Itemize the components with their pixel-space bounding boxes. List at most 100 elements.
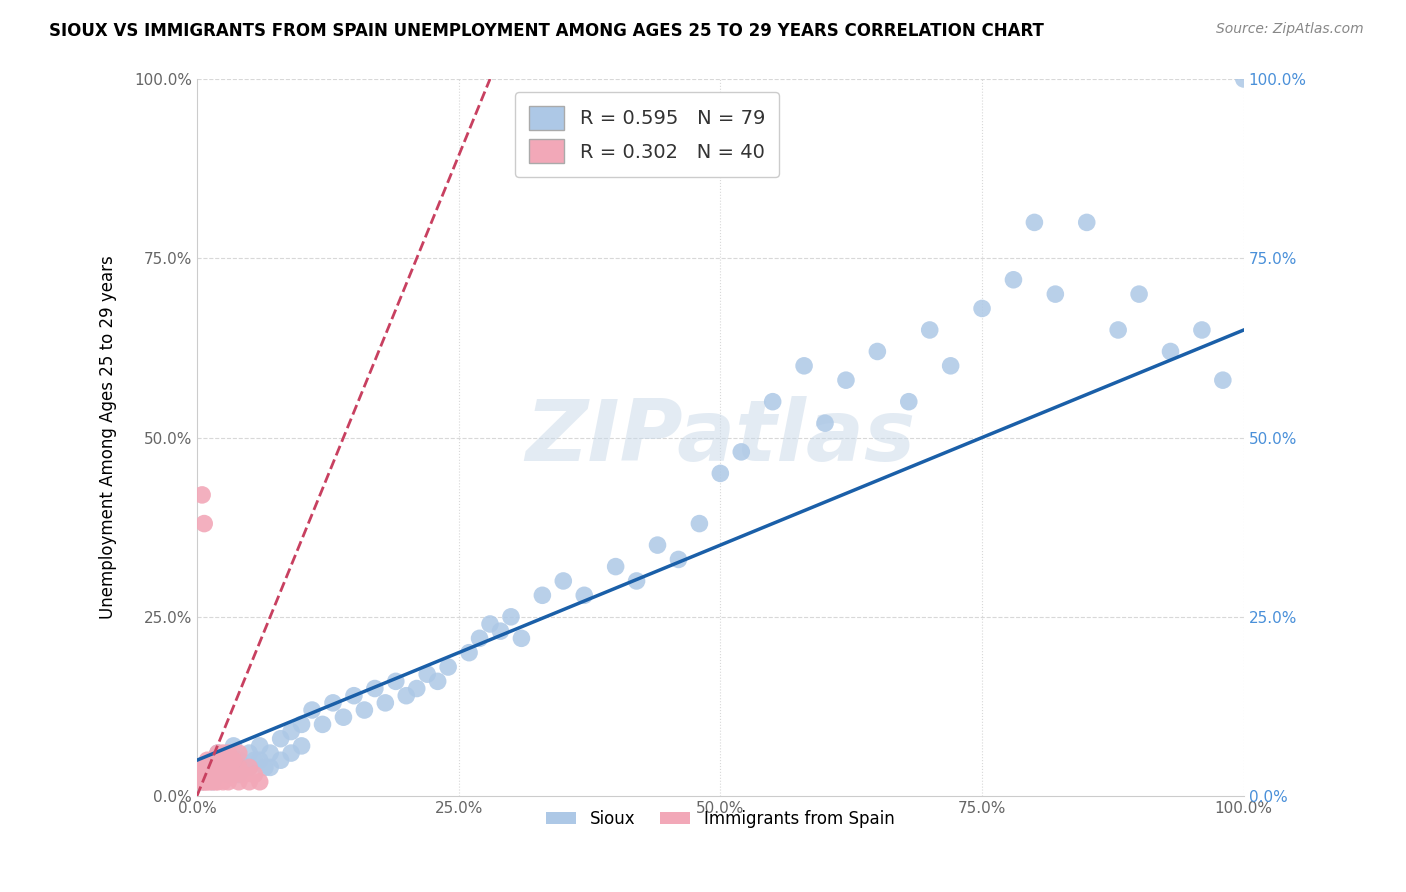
Point xyxy=(238,760,260,774)
Point xyxy=(1076,215,1098,229)
Text: ZIPatlas: ZIPatlas xyxy=(526,396,915,479)
Point xyxy=(207,767,229,781)
Point xyxy=(364,681,387,696)
Point xyxy=(212,774,235,789)
Point xyxy=(835,373,858,387)
Point xyxy=(228,774,250,789)
Point xyxy=(1045,287,1067,301)
Point xyxy=(259,760,281,774)
Point xyxy=(762,394,785,409)
Point xyxy=(207,767,229,781)
Point xyxy=(866,344,889,359)
Point xyxy=(270,753,292,767)
Point xyxy=(385,674,408,689)
Point xyxy=(191,760,214,774)
Point xyxy=(1024,215,1046,229)
Point xyxy=(499,609,522,624)
Point xyxy=(489,624,512,639)
Point xyxy=(228,746,250,760)
Point xyxy=(730,445,752,459)
Point xyxy=(195,767,218,781)
Point xyxy=(1002,273,1025,287)
Point xyxy=(228,760,250,774)
Point xyxy=(233,767,256,781)
Point xyxy=(201,753,224,767)
Point xyxy=(212,746,235,760)
Point xyxy=(353,703,375,717)
Point xyxy=(918,323,941,337)
Point xyxy=(1128,287,1150,301)
Point xyxy=(201,774,224,789)
Point xyxy=(249,739,271,753)
Point xyxy=(191,488,214,502)
Point xyxy=(1107,323,1129,337)
Point xyxy=(270,731,292,746)
Point xyxy=(332,710,354,724)
Point xyxy=(626,574,648,588)
Point xyxy=(194,760,217,774)
Point xyxy=(233,760,256,774)
Point xyxy=(897,394,920,409)
Point xyxy=(207,774,229,789)
Point xyxy=(249,753,271,767)
Point xyxy=(939,359,962,373)
Point xyxy=(238,746,260,760)
Point xyxy=(405,681,427,696)
Point xyxy=(458,646,481,660)
Point xyxy=(238,760,260,774)
Point xyxy=(195,767,218,781)
Point xyxy=(193,774,215,789)
Point xyxy=(228,753,250,767)
Point xyxy=(437,660,460,674)
Point xyxy=(1212,373,1234,387)
Point xyxy=(510,632,533,646)
Point xyxy=(253,760,276,774)
Point xyxy=(259,746,281,760)
Point xyxy=(1191,323,1213,337)
Point xyxy=(222,767,245,781)
Point xyxy=(201,753,224,767)
Point xyxy=(531,588,554,602)
Point xyxy=(194,774,217,789)
Point xyxy=(222,753,245,767)
Point xyxy=(374,696,396,710)
Point xyxy=(204,774,226,789)
Point xyxy=(201,774,224,789)
Point xyxy=(574,588,596,602)
Point xyxy=(198,774,221,789)
Point xyxy=(207,746,229,760)
Point xyxy=(322,696,344,710)
Point xyxy=(195,753,218,767)
Point xyxy=(343,689,366,703)
Point xyxy=(970,301,993,316)
Point xyxy=(249,774,271,789)
Point xyxy=(553,574,575,588)
Point xyxy=(416,667,439,681)
Point xyxy=(814,416,837,430)
Point xyxy=(198,760,221,774)
Point xyxy=(468,632,491,646)
Point xyxy=(217,746,239,760)
Text: SIOUX VS IMMIGRANTS FROM SPAIN UNEMPLOYMENT AMONG AGES 25 TO 29 YEARS CORRELATIO: SIOUX VS IMMIGRANTS FROM SPAIN UNEMPLOYM… xyxy=(49,22,1045,40)
Point xyxy=(195,774,218,789)
Point xyxy=(605,559,627,574)
Point xyxy=(222,739,245,753)
Point xyxy=(208,767,231,781)
Point xyxy=(280,724,302,739)
Point xyxy=(191,774,214,789)
Point xyxy=(217,774,239,789)
Point xyxy=(243,767,266,781)
Point xyxy=(212,760,235,774)
Point xyxy=(212,760,235,774)
Point xyxy=(217,767,239,781)
Point xyxy=(217,746,239,760)
Point xyxy=(709,467,731,481)
Point xyxy=(191,767,214,781)
Point xyxy=(228,767,250,781)
Point xyxy=(688,516,710,531)
Text: Source: ZipAtlas.com: Source: ZipAtlas.com xyxy=(1216,22,1364,37)
Point xyxy=(426,674,449,689)
Y-axis label: Unemployment Among Ages 25 to 29 years: Unemployment Among Ages 25 to 29 years xyxy=(100,256,117,619)
Point xyxy=(1233,72,1256,87)
Point xyxy=(222,760,245,774)
